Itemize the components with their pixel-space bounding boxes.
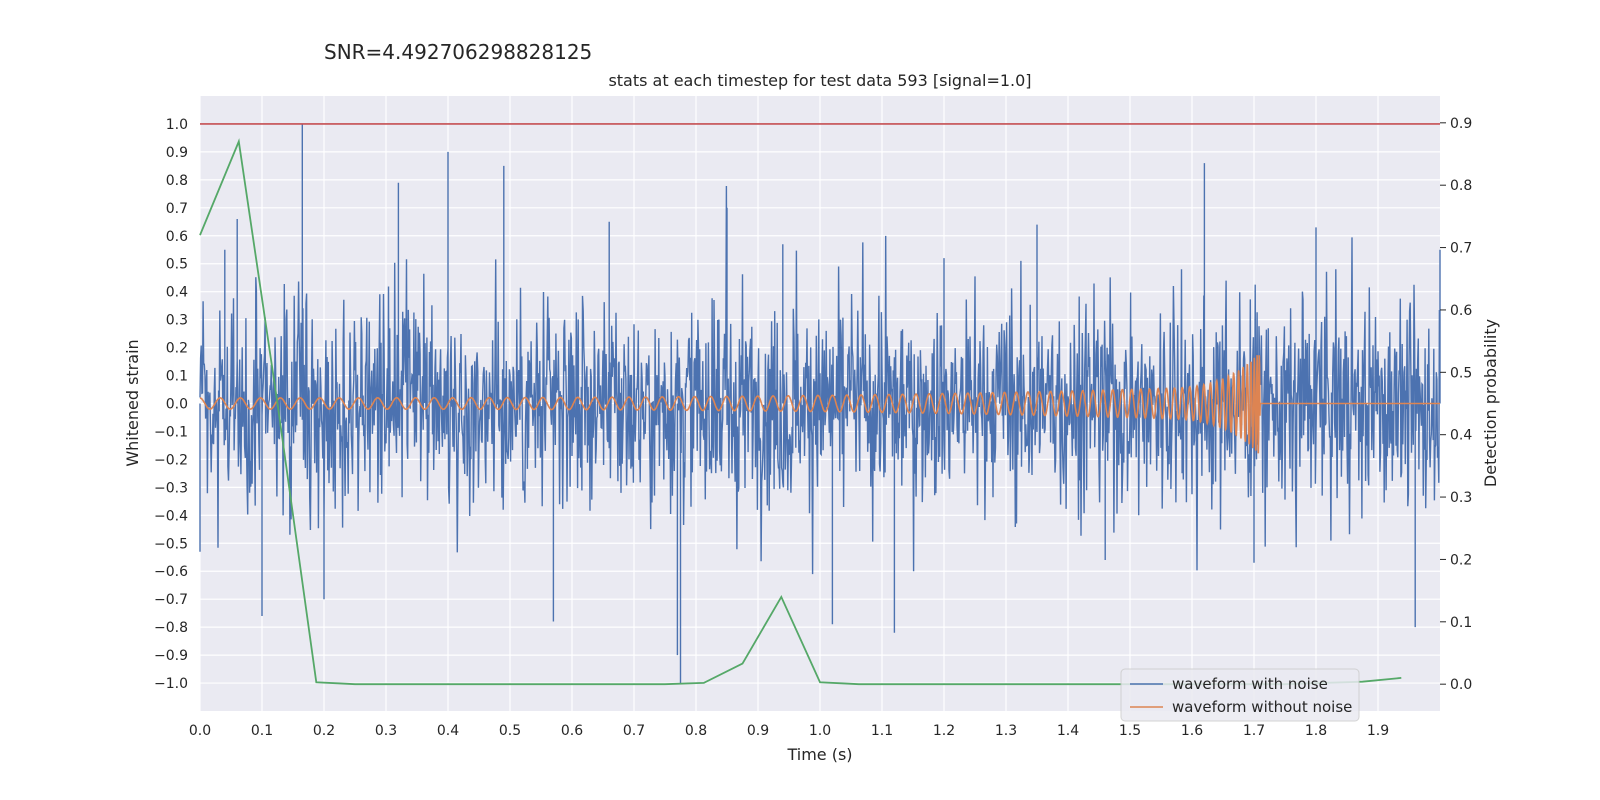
x-tick-label: 0.3	[375, 723, 397, 739]
y-left-tick-label: −0.3	[154, 480, 188, 496]
y-left-tick-label: 0.6	[166, 229, 188, 245]
y-left-tick-label: −0.5	[154, 536, 188, 552]
y-right-tick-label: 0.5	[1450, 365, 1472, 381]
y-left-tick-labels: 1.0 0.9 0.8 0.7 0.6 0.5 0.4 0.3 0.2 0.1 0.0 −0.1 −0.…	[154, 117, 188, 692]
x-tick-label: 1.3	[995, 723, 1017, 739]
series-waveform-without-noise	[199, 355, 1440, 454]
noise-series	[199, 124, 1441, 683]
x-tick-label: 1.4	[1057, 723, 1079, 739]
x-tick-label: 1.6	[1181, 723, 1203, 739]
x-tick-label: 0.4	[437, 723, 459, 739]
y-right-tick-label: 0.7	[1450, 241, 1472, 257]
chart-title: stats at each timestep for test data 593…	[608, 71, 1032, 90]
x-tick-label: 0.2	[313, 723, 335, 739]
y-left-tick-label: 0.4	[166, 285, 188, 301]
y-left-tick-label: 1.0	[166, 117, 188, 133]
legend-box	[1120, 668, 1360, 722]
legend: waveform with noise waveform without noi…	[1120, 668, 1360, 722]
y-left-tick-label: −0.6	[154, 564, 188, 580]
legend-label-clean: waveform without noise	[1172, 698, 1352, 716]
y-left-tick-label: 0.5	[166, 257, 188, 273]
x-axis-label: Time (s)	[786, 745, 852, 764]
x-tick-label: 1.1	[871, 723, 893, 739]
y-left-tick-label: −0.1	[154, 424, 188, 440]
y-right-tick-label: 0.2	[1450, 552, 1472, 568]
y-right-tick-label: 0.6	[1450, 303, 1472, 319]
x-tick-label: 1.7	[1243, 723, 1265, 739]
y-right-tick-label: 0.3	[1450, 490, 1472, 506]
y-left-tick-label: 0.2	[166, 341, 188, 357]
legend-label-noise: waveform with noise	[1172, 675, 1328, 693]
y-right-tick-label: 0.0	[1450, 677, 1472, 693]
y-left-tick-label: −1.0	[154, 676, 188, 692]
y-left-tick-label: −0.8	[154, 620, 188, 636]
y-right-tick-labels: 0.9 0.8 0.7 0.6 0.5 0.4 0.3 0.2 0.1 0.0	[1440, 116, 1472, 693]
y-left-tick-label: −0.4	[154, 508, 188, 524]
y-right-tick-label: 0.8	[1450, 178, 1472, 194]
x-tick-label: 0.6	[561, 723, 583, 739]
y-left-tick-label: 0.8	[166, 173, 188, 189]
y-right-axis-label: Detection probability	[1481, 319, 1500, 487]
figure-suptitle: SNR=4.492706298828125	[324, 40, 593, 64]
x-tick-label: 1.0	[809, 723, 831, 739]
x-tick-label: 0.5	[499, 723, 521, 739]
y-right-tick-label: 0.4	[1450, 428, 1472, 444]
x-tick-label: 0.7	[623, 723, 645, 739]
x-tick-label: 1.5	[1119, 723, 1141, 739]
clean-series	[199, 355, 1440, 454]
x-tick-labels: 0.0 0.1 0.2 0.3 0.4 0.5 0.6 0.7 0.8 0.9 1.0 1.1 1.2 1…	[189, 723, 1389, 739]
y-left-tick-label: 0.1	[166, 369, 188, 385]
x-tick-label: 1.9	[1367, 723, 1389, 739]
x-tick-label: 0.0	[189, 723, 211, 739]
x-tick-label: 1.8	[1305, 723, 1327, 739]
x-tick-label: 0.8	[685, 723, 707, 739]
x-tick-label: 0.9	[747, 723, 769, 739]
y-right-tick-label: 0.1	[1450, 615, 1472, 631]
x-tick-label: 0.1	[251, 723, 273, 739]
y-left-tick-label: 0.3	[166, 313, 188, 329]
x-tick-label: 1.2	[933, 723, 955, 739]
y-left-tick-label: −0.2	[154, 452, 188, 468]
y-left-tick-label: 0.0	[166, 397, 188, 413]
y-right-tick-label: 0.9	[1450, 116, 1472, 132]
y-left-tick-label: 0.7	[166, 201, 188, 217]
series-waveform-with-noise	[199, 124, 1441, 683]
y-left-tick-label: 0.9	[166, 145, 188, 161]
y-left-axis-label: Whitened strain	[123, 339, 142, 466]
y-left-tick-label: −0.7	[154, 592, 188, 608]
y-left-tick-label: −0.9	[154, 648, 188, 664]
